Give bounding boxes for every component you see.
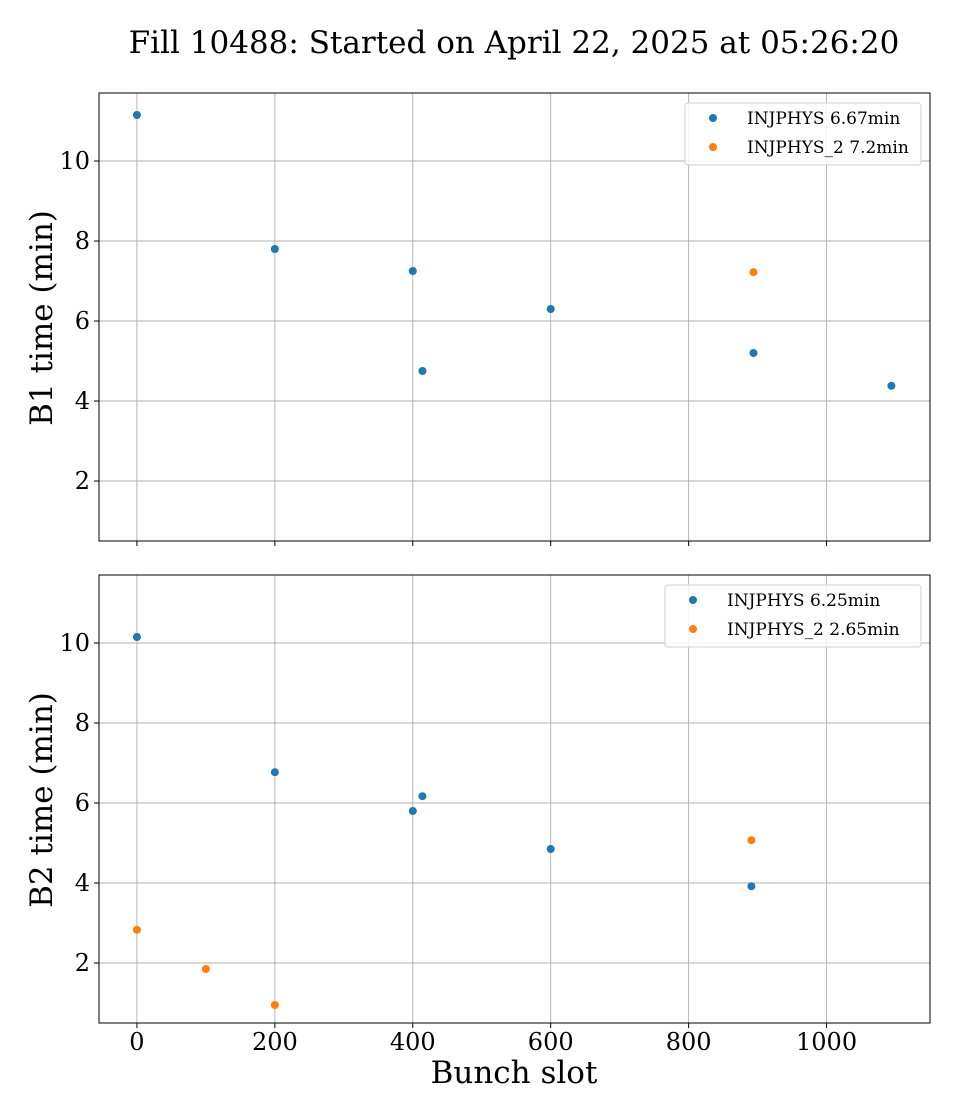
data-point-series-2 xyxy=(749,268,758,277)
legend-marker xyxy=(709,143,717,151)
y-tick-label: 6 xyxy=(75,789,90,817)
x-axis-label: Bunch slot xyxy=(431,1055,598,1091)
x-tick-label: 800 xyxy=(666,1028,712,1056)
axes-frame xyxy=(98,574,931,1024)
data-point-series-1 xyxy=(132,111,141,119)
x-tick-label: 400 xyxy=(390,1028,436,1056)
chart-title: Fill 10488: Started on April 22, 2025 at… xyxy=(129,25,900,61)
y-tick-label: 8 xyxy=(75,227,90,255)
x-tick-label: 600 xyxy=(528,1028,574,1056)
y-axis-label: B2 time (min) xyxy=(24,692,60,908)
y-axis-label: B1 time (min) xyxy=(24,210,60,426)
data-point-series-1 xyxy=(887,381,896,390)
data-point-series-1 xyxy=(747,882,756,891)
data-point-series-1 xyxy=(418,367,427,375)
data-point-series-1 xyxy=(546,845,555,853)
panel-b2: 0 200 400 600 800 1000 2 4 6 8 10 B2 time (min) INJP… xyxy=(24,574,931,1056)
legend-marker xyxy=(689,625,697,633)
data-point-series-1 xyxy=(418,792,427,801)
panel-b1: 2 4 6 8 10 B1 time (min) INJPHYS 6.67min INJPHY… xyxy=(24,92,931,546)
data-point-series-2 xyxy=(747,836,756,845)
y-tick-label: 10 xyxy=(59,147,90,175)
y-tick-label: 4 xyxy=(75,387,90,415)
y-tick-label: 2 xyxy=(75,467,90,495)
legend-label: INJPHYS_2 2.65min xyxy=(727,620,900,640)
legend-marker xyxy=(689,596,697,604)
legend-marker xyxy=(709,114,717,122)
data-point-series-2 xyxy=(201,965,210,973)
data-point-series-1 xyxy=(270,768,279,777)
data-point-series-1 xyxy=(408,807,417,815)
data-point-series-2 xyxy=(132,925,141,934)
data-point-series-2 xyxy=(270,1001,279,1009)
legend-label: INJPHYS_2 7.2min xyxy=(747,138,909,158)
y-tick-label: 6 xyxy=(75,307,90,335)
axes-frame xyxy=(98,92,931,542)
legend-label: INJPHYS 6.25min xyxy=(727,591,880,611)
data-point-series-1 xyxy=(408,267,417,275)
y-tick-label: 8 xyxy=(75,709,90,737)
legend-box xyxy=(664,584,922,648)
x-tick-label: 1000 xyxy=(796,1028,857,1056)
x-tick-label: 200 xyxy=(252,1028,298,1056)
data-point-series-1 xyxy=(270,245,279,253)
legend-label: INJPHYS 6.67min xyxy=(747,109,900,129)
y-tick-label: 10 xyxy=(59,629,90,657)
data-point-series-1 xyxy=(132,633,141,641)
y-tick-label: 4 xyxy=(75,869,90,897)
data-point-series-1 xyxy=(546,305,555,313)
x-tick-label: 0 xyxy=(129,1028,144,1056)
data-point-series-1 xyxy=(749,349,758,357)
y-tick-label: 2 xyxy=(75,949,90,977)
legend-box xyxy=(684,102,922,166)
